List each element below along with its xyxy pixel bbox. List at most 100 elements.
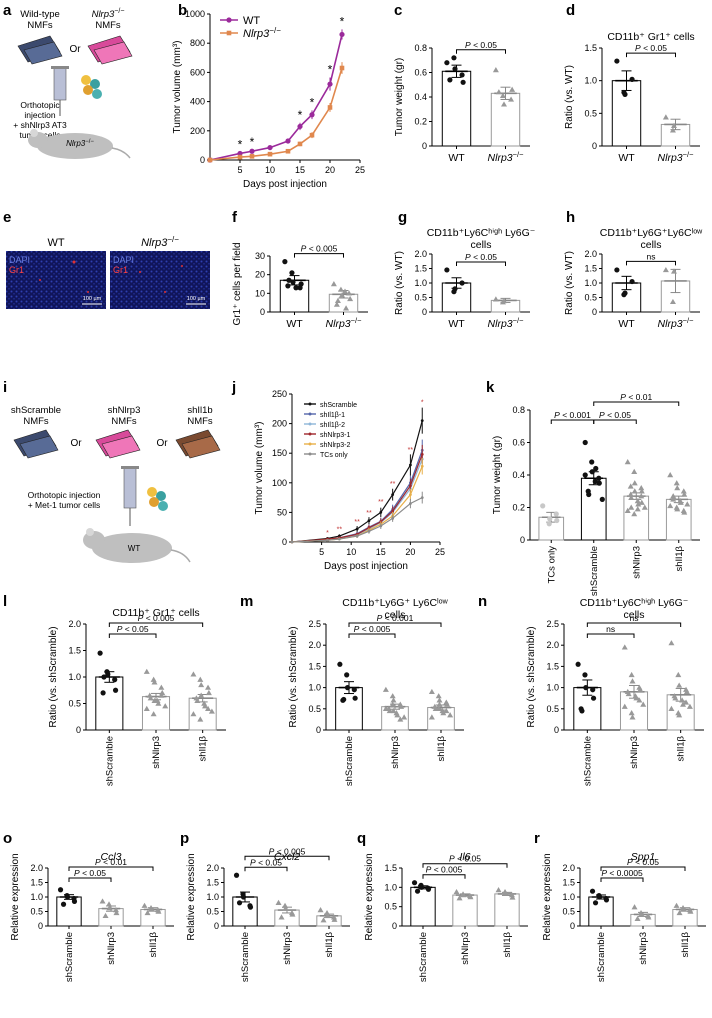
data-point — [141, 902, 148, 908]
y-tick-label: 0.6 — [414, 68, 427, 78]
significance-star: ** — [378, 499, 384, 506]
significance-bracket — [68, 877, 112, 882]
significance-label: P < 0.05 — [465, 40, 497, 50]
data-point — [411, 880, 418, 886]
x-tick-label: shNlrp3 — [106, 932, 117, 965]
significance-label: P < 0.005 — [426, 865, 463, 875]
data-point — [676, 682, 683, 688]
y-tick-label: 0.5 — [384, 902, 397, 912]
data-point — [197, 716, 204, 722]
significance-label: P < 0.05 — [465, 252, 497, 262]
x-tick-label: WT — [618, 318, 635, 330]
mouse-label-a: Nlrp3−/− — [66, 139, 94, 148]
chart-title: CD11b⁺ Gr1⁺ cells — [607, 31, 694, 43]
y-tick-label: 0.8 — [512, 405, 525, 415]
significance-label: P < 0.05 — [635, 43, 667, 53]
injection-label-line2: injection — [24, 110, 55, 120]
data-point — [554, 517, 560, 524]
panel-letter-k: k — [486, 379, 495, 396]
significance-star: ** — [354, 519, 360, 526]
y-tick-label: 0 — [214, 921, 219, 931]
data-point — [267, 144, 273, 151]
chart-j: 0 50 100 150 200 250 Tumor volume (mm³) 5 10 15 20… — [254, 389, 445, 572]
data-point — [202, 703, 209, 709]
data-point — [599, 496, 605, 502]
data-point — [324, 909, 331, 916]
data-point — [546, 521, 552, 527]
data-point — [447, 77, 453, 83]
x-axis-label: Days post injection — [243, 179, 327, 190]
data-point — [428, 688, 435, 695]
panel-letter-h: h — [566, 209, 575, 226]
chart-f: 0 10 20 30 Gr1⁺ cells per field WT Nlrp3−/− P <… — [232, 242, 368, 330]
significance-bracket — [593, 419, 637, 424]
significance-star: * — [298, 108, 303, 122]
y-axis-label: Ratio (vs. WT) — [564, 251, 575, 315]
chart-title: Il6 — [459, 851, 470, 863]
panel-letter-m: m — [240, 593, 253, 610]
data-point — [667, 472, 674, 478]
ko-nmf-label-line2: NMFs — [95, 20, 121, 31]
y-tick-label: 1.5 — [414, 264, 427, 274]
significance-bracket — [244, 855, 330, 861]
legend-marker — [308, 432, 312, 436]
data-point — [634, 506, 641, 512]
bar — [410, 886, 436, 927]
data-point — [452, 286, 458, 292]
data-point — [144, 909, 151, 916]
y-tick-label: 0.8 — [414, 43, 427, 53]
y-axis-label: Tumor weight (gr) — [492, 436, 503, 515]
data-point — [317, 907, 324, 913]
y-tick-label: 2.0 — [546, 640, 559, 650]
data-point — [669, 127, 676, 133]
data-point — [190, 671, 197, 677]
data-point — [337, 537, 341, 541]
bar — [441, 70, 472, 147]
data-point — [673, 902, 680, 908]
mouse-label-i: WT — [128, 544, 141, 553]
data-point — [596, 894, 603, 900]
y-tick-label: 2.0 — [584, 249, 597, 259]
y-tick-label: 800 — [190, 38, 205, 48]
y-tick-label: 0 — [520, 535, 525, 545]
chart-title: Spp1 — [631, 851, 656, 863]
x-tick-label: 20 — [405, 547, 415, 557]
y-tick-label: 2.0 — [562, 863, 575, 873]
x-tick-label: 20 — [325, 165, 335, 175]
data-point — [285, 283, 291, 289]
significance-label: P < 0.05 — [449, 854, 481, 864]
significance-bracket — [108, 622, 204, 627]
dapi-label-wt: DAPI — [9, 255, 30, 265]
data-point — [633, 695, 640, 701]
panel-letter-j: j — [231, 379, 236, 396]
data-point — [367, 519, 371, 523]
data-point — [106, 901, 113, 907]
data-point — [596, 480, 602, 486]
data-point — [398, 703, 405, 709]
data-point — [420, 452, 424, 456]
data-point — [309, 132, 315, 138]
data-point — [289, 270, 295, 276]
y-tick-label: 0 — [260, 307, 265, 317]
data-point — [394, 712, 401, 718]
significance-label: P < 0.005 — [269, 846, 306, 856]
panel-letter-e: e — [3, 209, 11, 226]
y-tick-label: 0 — [316, 725, 321, 735]
y-axis-label: Relative expression — [10, 853, 21, 940]
significance-star: ** — [390, 481, 396, 488]
data-point — [297, 141, 303, 147]
significance-bracket — [626, 260, 676, 266]
data-point — [547, 516, 553, 522]
significance-label: P < 0.001 — [377, 613, 414, 623]
chart-h: 0 0.5 1.0 1.5 2.0 Ratio (vs. WT) WT Nlrp3−/− ns C… — [564, 227, 703, 330]
data-point — [631, 488, 638, 494]
y-tick-label: 0.5 — [562, 907, 575, 917]
data-point — [285, 148, 291, 154]
data-point — [113, 909, 120, 916]
mouse-icon-i: WT — [83, 528, 191, 563]
data-point — [352, 695, 358, 701]
data-point — [634, 915, 641, 921]
panel-letter-b: b — [178, 2, 187, 19]
data-point — [579, 708, 585, 714]
data-point — [233, 872, 240, 878]
